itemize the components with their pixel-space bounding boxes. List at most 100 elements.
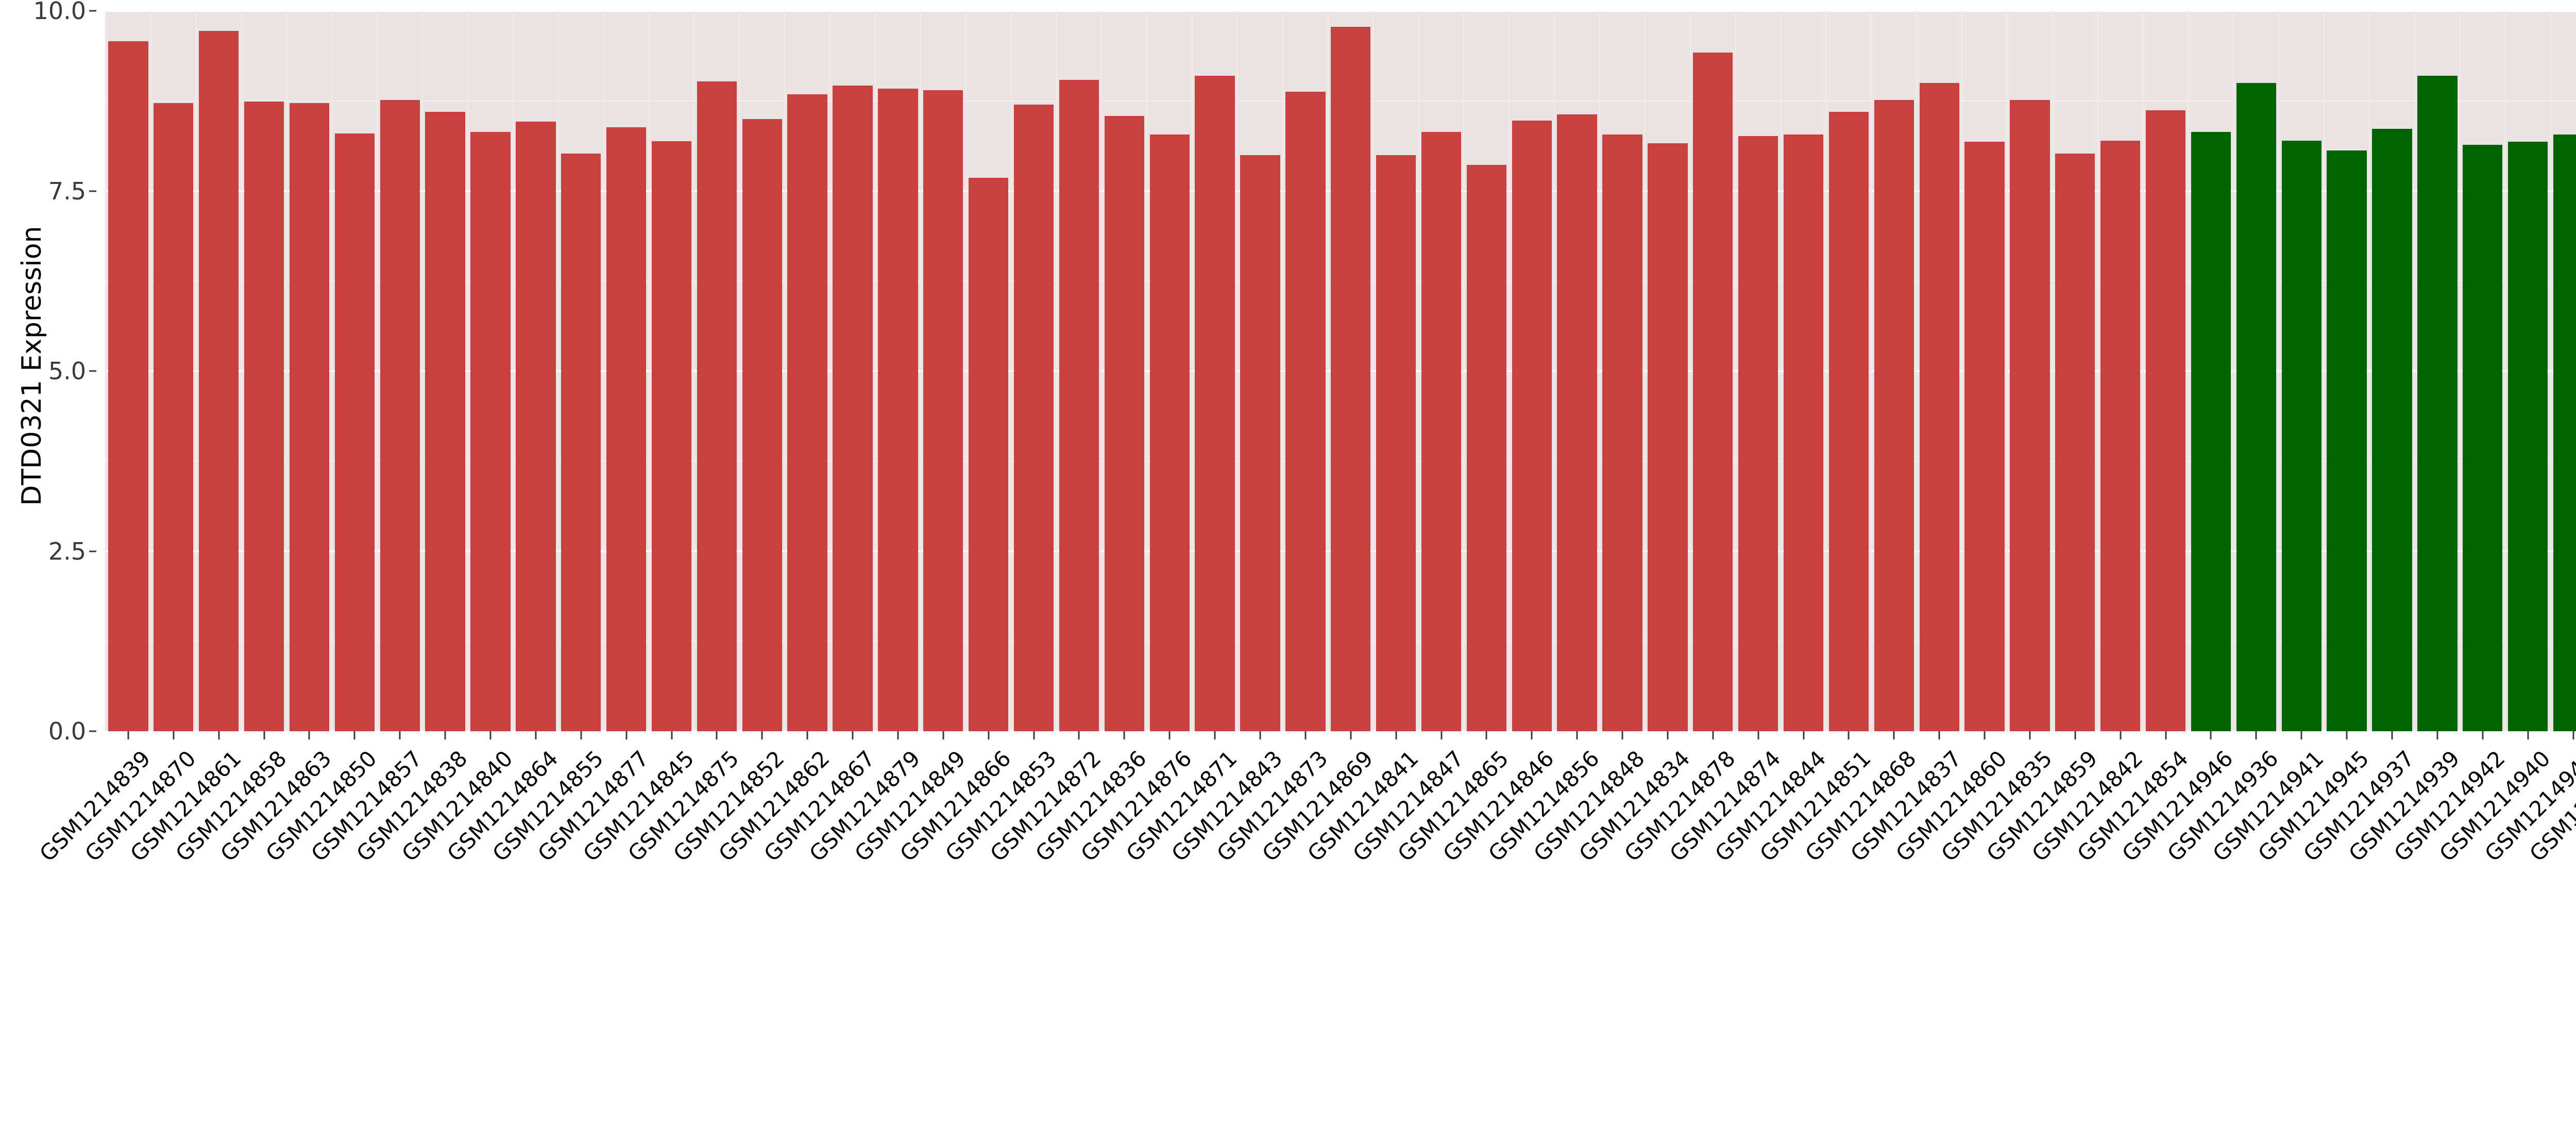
bar[interactable] <box>1059 80 1099 731</box>
grid-line-vertical <box>331 11 333 731</box>
bar[interactable] <box>561 153 601 731</box>
grid-line-vertical <box>467 11 469 731</box>
grid-line-vertical <box>286 11 288 731</box>
grid-line-vertical <box>2232 11 2234 731</box>
bar[interactable] <box>787 94 827 731</box>
x-tick-mark <box>1531 731 1533 739</box>
grid-line-vertical <box>1780 11 1782 731</box>
x-tick-mark <box>1395 731 1397 739</box>
bar[interactable] <box>334 133 375 731</box>
bar[interactable] <box>2191 131 2231 731</box>
bar[interactable] <box>2327 150 2367 731</box>
bar[interactable] <box>2055 153 2095 731</box>
grid-line-vertical <box>557 11 560 731</box>
bar[interactable] <box>1693 53 1733 731</box>
x-tick-mark <box>1893 731 1895 739</box>
x-tick-mark <box>942 731 944 739</box>
bar[interactable] <box>1195 75 1235 731</box>
bar[interactable] <box>2463 145 2503 731</box>
grid-line-vertical <box>2368 11 2370 731</box>
grid-line-vertical <box>1418 11 1420 731</box>
bar[interactable] <box>2507 142 2548 731</box>
x-tick-mark <box>580 731 582 739</box>
bar[interactable] <box>425 111 465 731</box>
x-tick-mark <box>2527 731 2529 739</box>
bar[interactable] <box>1783 134 1824 731</box>
bar[interactable] <box>1149 134 1190 731</box>
x-tick-mark <box>897 731 899 739</box>
x-tick-mark <box>1078 731 1080 739</box>
x-tick-mark <box>1168 731 1171 739</box>
y-tick-mark <box>89 190 96 192</box>
x-tick-mark <box>2391 731 2393 739</box>
grid-line-vertical <box>1599 11 1601 731</box>
grid-line-vertical <box>2006 11 2008 731</box>
bar[interactable] <box>1240 155 1280 731</box>
bar[interactable] <box>2010 100 2050 731</box>
bar[interactable] <box>2145 110 2186 731</box>
bar[interactable] <box>1285 91 1326 731</box>
bar[interactable] <box>1557 114 1597 731</box>
bar[interactable] <box>742 119 782 731</box>
grid-line-vertical <box>920 11 922 731</box>
bar[interactable] <box>108 41 148 731</box>
bar[interactable] <box>516 122 556 731</box>
bar[interactable] <box>244 102 284 731</box>
bar[interactable] <box>289 103 330 731</box>
x-tick-mark <box>1123 731 1125 739</box>
grid-line-vertical <box>1236 11 1239 731</box>
bar[interactable] <box>651 141 692 731</box>
grid-line-vertical <box>1191 11 1193 731</box>
bar[interactable] <box>199 31 239 731</box>
bar[interactable] <box>2100 140 2141 731</box>
bar[interactable] <box>2236 82 2277 731</box>
bar[interactable] <box>1648 143 1688 731</box>
bar[interactable] <box>1964 142 2005 731</box>
grid-line-vertical <box>1689 11 1691 731</box>
bar[interactable] <box>1104 116 1144 731</box>
bar[interactable] <box>1602 134 1642 731</box>
bar[interactable] <box>1466 165 1507 731</box>
bar[interactable] <box>1919 82 1959 731</box>
x-tick-mark <box>2255 731 2257 739</box>
chart-figure: DTD0321 Expression 0.0 2.5 5.0 7.5 10.0 GSM1… <box>16 0 2576 867</box>
bar[interactable] <box>1738 136 1778 731</box>
bar[interactable] <box>2553 134 2576 731</box>
bar[interactable] <box>1874 100 1914 731</box>
bar[interactable] <box>154 103 194 731</box>
bar[interactable] <box>2417 75 2458 731</box>
bar[interactable] <box>470 131 511 731</box>
bar[interactable] <box>923 90 963 731</box>
grid-line-vertical <box>1056 11 1057 731</box>
grid-line-vertical <box>1327 11 1329 731</box>
x-tick-mark <box>2210 731 2212 739</box>
bar[interactable] <box>1421 131 1462 731</box>
x-tick-mark <box>1757 731 1759 739</box>
bar[interactable] <box>1013 104 1054 731</box>
bar[interactable] <box>380 100 420 731</box>
bar[interactable] <box>878 88 918 731</box>
bar[interactable] <box>1512 120 1552 731</box>
grid-line-vertical <box>2550 11 2552 731</box>
x-tick-mark <box>489 731 492 739</box>
bar[interactable] <box>969 178 1009 731</box>
bar[interactable] <box>833 86 873 731</box>
bar[interactable] <box>2372 129 2412 731</box>
grid-line-vertical <box>784 11 786 731</box>
plot-panel <box>105 10 2576 732</box>
bar[interactable] <box>1828 111 1869 731</box>
grid-line-vertical <box>2188 11 2190 731</box>
y-tick-label: 5.0 <box>48 357 86 385</box>
grid-line-vertical <box>512 11 514 731</box>
grid-line-vertical <box>1100 11 1103 731</box>
bar[interactable] <box>606 127 647 731</box>
grid-line-vertical <box>965 11 967 731</box>
bar[interactable] <box>2281 140 2321 731</box>
bar[interactable] <box>697 81 737 731</box>
x-tick-mark <box>1259 731 1261 739</box>
bar[interactable] <box>1376 155 1416 731</box>
x-tick-mark <box>2029 731 2031 739</box>
y-tick-label: 0.0 <box>48 717 86 745</box>
x-tick-mark <box>1350 731 1352 739</box>
bar[interactable] <box>1331 26 1371 731</box>
